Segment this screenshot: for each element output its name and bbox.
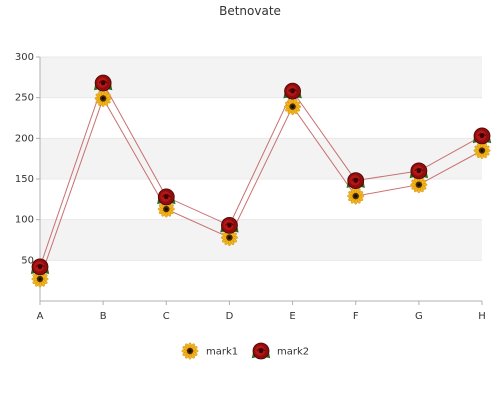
y-tick-label: 150: [15, 174, 34, 185]
data-point-mark2-G: [409, 162, 429, 180]
x-tick-label: D: [226, 311, 234, 322]
x-tick-label: A: [37, 311, 44, 322]
legend-label-mark2: mark2: [277, 347, 309, 358]
data-point-mark1-G: [410, 176, 428, 194]
series-lines: [39, 81, 483, 280]
grid-lines: [40, 56, 482, 261]
data-point-mark1-F: [347, 187, 365, 205]
data-point-mark1-B: [94, 89, 112, 108]
legend-label-mark1: mark1: [206, 347, 238, 358]
chart-title: Betnovate: [219, 4, 281, 18]
data-point-mark2-A: [30, 258, 50, 276]
x-tick-label: E: [289, 311, 295, 322]
legend: mark1 mark2: [181, 342, 309, 360]
y-axis-ticks: 50 100 150 200 250 300: [15, 52, 40, 266]
data-point-mark1-H: [473, 142, 491, 160]
y-tick-label: 200: [15, 133, 34, 144]
data-point-mark2-E: [283, 82, 302, 100]
data-point-mark2-F: [346, 172, 365, 190]
y-tick-label: 250: [15, 93, 34, 104]
data-point-mark1-E: [284, 98, 302, 116]
rose-icon: [251, 342, 271, 360]
series-line-mark1: [39, 97, 483, 280]
y-tick-label: 300: [15, 52, 34, 63]
y-tick-label: 100: [15, 215, 34, 226]
x-tick-label: C: [163, 311, 170, 322]
plot-band: [40, 57, 482, 98]
data-point-mark2-B: [93, 74, 113, 92]
x-tick-label: G: [415, 311, 423, 322]
data-point-mark2-H: [472, 127, 492, 145]
y-tick-label: 50: [21, 255, 34, 266]
series-line-mark2: [39, 81, 483, 267]
sunflower-icon: [181, 342, 199, 360]
data-point-mark1-A: [31, 270, 49, 288]
plot-band: [40, 219, 482, 261]
series-markers: [30, 74, 492, 288]
x-axis-ticks: A B C D E F G H: [37, 301, 486, 322]
x-tick-label: H: [478, 311, 486, 322]
x-tick-label: B: [100, 311, 107, 322]
x-tick-label: F: [353, 311, 359, 322]
data-point-mark2-D: [220, 216, 239, 234]
data-point-mark2-C: [157, 188, 176, 206]
